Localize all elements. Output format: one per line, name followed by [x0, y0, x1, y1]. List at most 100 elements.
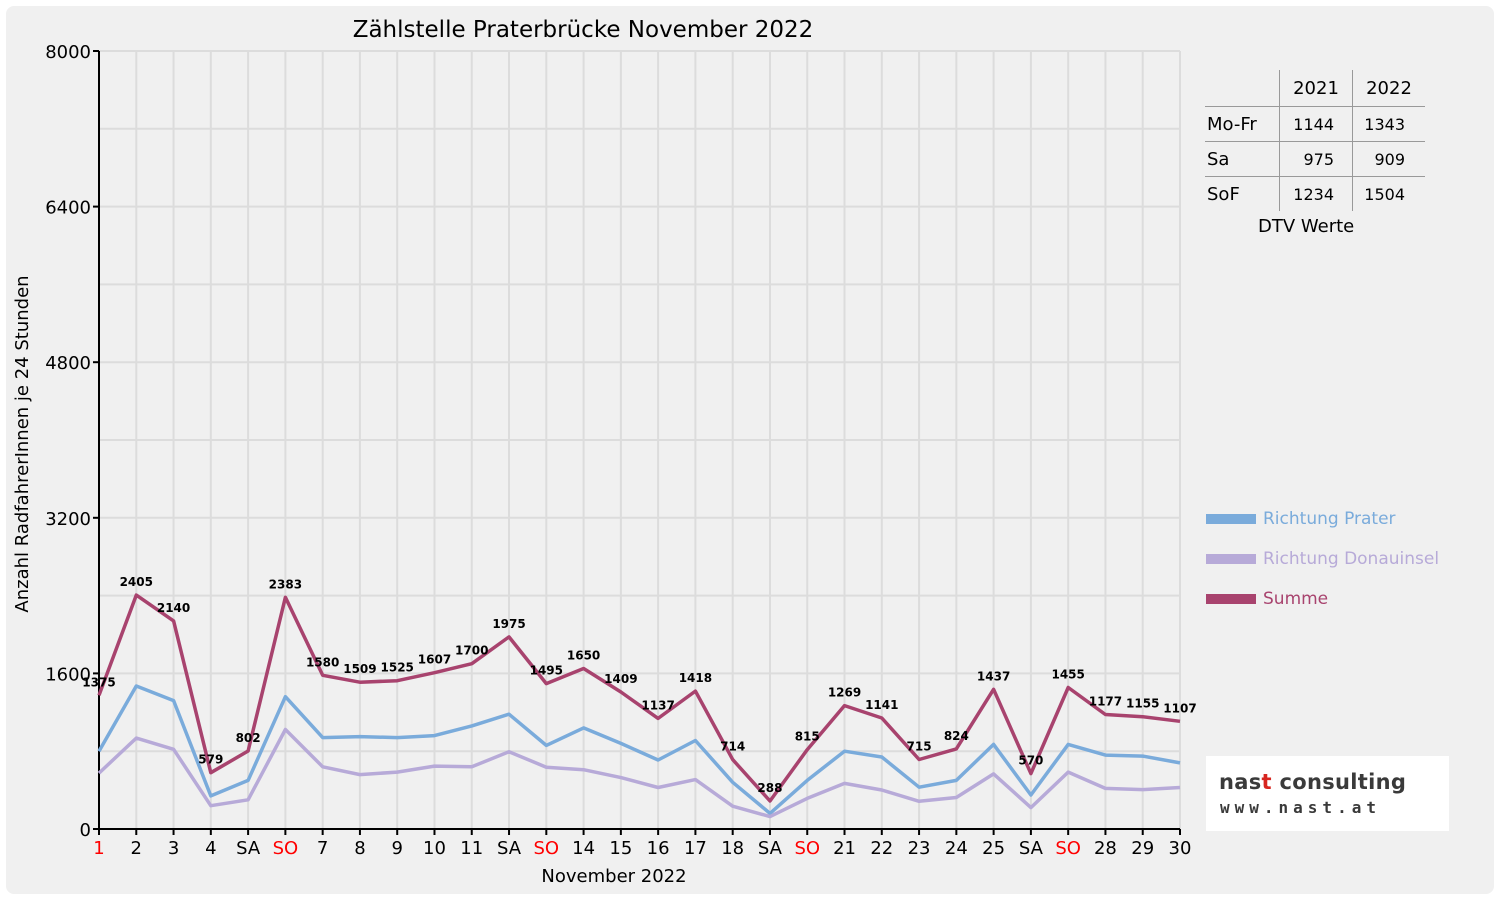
x-tick-label: 18: [721, 838, 744, 859]
data-label: 802: [236, 731, 261, 745]
data-label: 1375: [82, 675, 115, 689]
legend-label-prater: Richtung Prater: [1263, 509, 1396, 529]
chart-title: Zählstelle Praterbrücke November 2022: [353, 17, 814, 43]
dtv-value-2021: 975: [1279, 141, 1353, 177]
x-tick-label: 17: [684, 838, 707, 859]
x-tick-label: SA: [497, 838, 522, 859]
data-label: 815: [795, 730, 820, 744]
x-tick-label: 22: [870, 838, 893, 859]
data-label: 1607: [418, 653, 451, 667]
data-labels: 1375 2405 2140 579 802 2383 1580 1509 1525 1607 17…: [82, 575, 1196, 795]
legend-swatch-donauinsel: [1206, 554, 1256, 564]
y-tick-labels: 0 1600 3200 4800 6400 8000: [45, 42, 91, 841]
data-label: 1495: [530, 664, 563, 678]
data-label: 1177: [1089, 695, 1122, 709]
data-label: 1975: [492, 617, 525, 631]
legend-item-summe[interactable]: Summe: [1206, 579, 1439, 619]
dtv-value-2022: 909: [1352, 141, 1425, 177]
y-axis-label: Anzahl RadfahrerInnen je 24 Stunden: [12, 275, 33, 612]
data-label: 1269: [828, 686, 861, 700]
x-tick-label: SA: [236, 838, 261, 859]
x-tick-label: 28: [1094, 838, 1117, 859]
data-label: 714: [720, 740, 745, 754]
legend-swatch-prater: [1206, 514, 1256, 524]
axes: [93, 50, 1181, 835]
data-label: 1700: [455, 644, 488, 658]
dtv-header-2021: 2021: [1279, 70, 1353, 107]
data-label: 1455: [1051, 668, 1084, 682]
x-tick-label: 30: [1169, 838, 1192, 859]
legend-label-donauinsel: Richtung Donauinsel: [1263, 549, 1440, 569]
y-tick-label: 4800: [45, 353, 91, 374]
x-tick-label: 24: [945, 838, 968, 859]
legend-swatch-summe: [1206, 594, 1256, 604]
data-label: 1137: [641, 698, 674, 712]
data-label: 1650: [567, 649, 600, 663]
grid-lines: [98, 50, 1181, 829]
x-tick-label: 10: [423, 838, 446, 859]
y-tick-label: 8000: [45, 42, 91, 63]
x-tick-label: 23: [908, 838, 931, 859]
series-line-richtung-donauinsel: [97, 727, 1181, 819]
y-tick-label: 6400: [45, 198, 91, 219]
x-tick-label: 25: [982, 838, 1005, 859]
dtv-row-label: SoF: [1207, 183, 1240, 205]
x-tick-label: SO: [794, 838, 820, 859]
logo-url: www.nast.at: [1220, 798, 1381, 817]
legend-item-donauinsel[interactable]: Richtung Donauinsel: [1206, 539, 1439, 579]
legend: Richtung Prater Richtung Donauinsel Summ…: [1206, 499, 1439, 619]
data-label: 1418: [679, 671, 712, 685]
y-tick-label: 1600: [45, 664, 91, 685]
x-tick-labels: 1 2 3 4 SA SO 7 8 9 10 11 SA SO 14 15 16 17 18 SA SO 21 22 23 2…: [93, 838, 1191, 859]
dtv-value-2021: 1234: [1279, 176, 1353, 211]
dtv-header-blank: [1205, 70, 1280, 107]
x-tick-label: 11: [460, 838, 483, 859]
data-label: 288: [757, 781, 782, 795]
x-tick-label: 7: [317, 838, 328, 859]
data-label: 1509: [343, 662, 376, 676]
dtv-row-label: Sa: [1205, 141, 1280, 177]
data-label: 2405: [120, 575, 153, 589]
data-label: 1155: [1126, 697, 1159, 711]
data-label: 1580: [306, 655, 339, 669]
data-label: 1437: [977, 669, 1010, 683]
data-label: 1107: [1163, 701, 1196, 715]
nast-consulting-logo: nast consulting www.nast.at: [1206, 756, 1449, 831]
data-label: 824: [944, 729, 969, 743]
x-tick-label: 14: [572, 838, 595, 859]
legend-item-prater[interactable]: Richtung Prater: [1206, 499, 1439, 539]
x-tick-label: 3: [168, 838, 179, 859]
x-tick-label: 29: [1131, 838, 1154, 859]
x-tick-label: 21: [833, 838, 856, 859]
x-tick-label: 2: [131, 838, 142, 859]
line-chart: Zählstelle Praterbrücke November 2022 01…: [12, 17, 1197, 887]
x-tick-label: 9: [391, 838, 402, 859]
y-tick-label: 0: [80, 820, 91, 841]
dtv-value-2021: 1144: [1279, 106, 1353, 142]
series-line-richtung-prater: [97, 684, 1181, 816]
x-tick-label: 15: [609, 838, 632, 859]
dtv-row-label: Mo-Fr: [1205, 106, 1280, 142]
x-tick-label: SO: [1055, 838, 1081, 859]
x-tick-label: SO: [534, 838, 560, 859]
x-tick-label: 1: [93, 838, 104, 859]
x-tick-label: 16: [647, 838, 670, 859]
legend-label-summe: Summe: [1263, 589, 1329, 609]
x-tick-label: 4: [205, 838, 216, 859]
series-line-summe: [97, 593, 1181, 803]
x-tick-label: 8: [354, 838, 365, 859]
data-label: 2140: [157, 601, 190, 615]
x-axis-label: November 2022: [541, 866, 686, 887]
dtv-table: 2021 2022 Mo-Fr 1144 1343 Sa 975 909 SoF…: [1205, 70, 1425, 211]
data-label: 570: [1018, 754, 1043, 768]
dtv-caption: DTV Werte: [1258, 216, 1355, 237]
data-label: 2383: [269, 577, 302, 591]
logo-wordmark: nast consulting: [1219, 770, 1407, 794]
x-tick-label: SA: [1019, 838, 1044, 859]
data-label: 1409: [604, 672, 637, 686]
data-label: 579: [198, 753, 223, 767]
data-label: 715: [907, 739, 932, 753]
x-tick-label: SO: [273, 838, 299, 859]
dtv-value-2022: 1343: [1352, 106, 1425, 142]
